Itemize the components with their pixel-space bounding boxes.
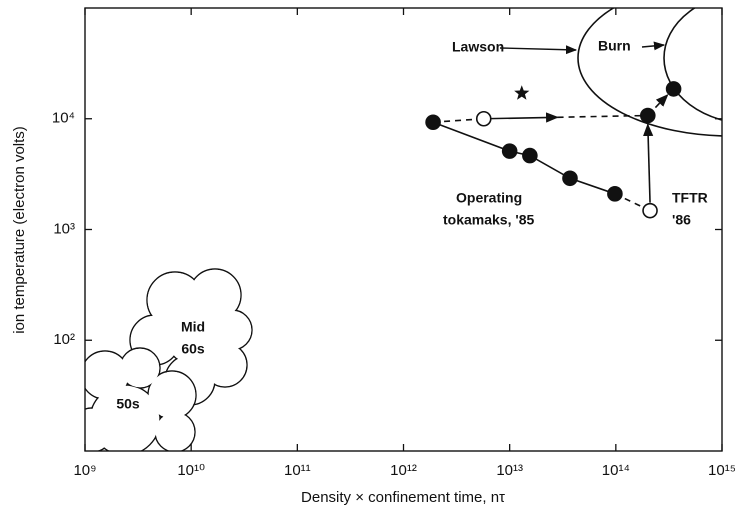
x-tick-label: 10¹¹	[284, 462, 311, 479]
x-tick-label: 10¹⁵	[708, 462, 736, 479]
annotation: 50s	[116, 396, 140, 412]
annotation: tokamaks, '85	[443, 212, 534, 228]
annotation: TFTR	[672, 190, 708, 206]
x-tick-label: 10⁹	[73, 462, 96, 479]
burn-curve	[663, 8, 722, 121]
y-tick-label: 10⁴	[52, 110, 75, 127]
annotation: Operating	[456, 190, 522, 206]
open-point	[642, 202, 658, 219]
x-tick-label: 10¹²	[390, 462, 417, 479]
x-tick-label: 10¹⁰	[177, 462, 205, 479]
lawson-curve	[577, 8, 722, 137]
regions	[85, 8, 722, 451]
x-tick-label: 10¹⁴	[602, 462, 630, 479]
annotation: '86	[672, 212, 691, 228]
y-tick-label: 10²	[53, 331, 75, 348]
point	[501, 143, 518, 159]
point	[607, 186, 623, 202]
connector	[433, 117, 484, 124]
annotation: Lawson	[452, 39, 504, 55]
annotation: Burn	[598, 38, 631, 54]
burn-arrow	[641, 41, 666, 51]
lawson-arrow	[499, 45, 578, 55]
x-tick-label: 10¹³	[496, 462, 523, 479]
point	[639, 107, 656, 124]
annotation: Mid	[181, 319, 205, 335]
connector	[557, 114, 648, 119]
point	[425, 114, 441, 131]
annotation: 60s	[181, 341, 205, 357]
x-axis-label: Density × confinement time, nτ	[301, 489, 505, 506]
connector	[483, 112, 559, 123]
open-point	[475, 110, 492, 127]
y-axis-label: ion temperature (electron volts)	[11, 126, 28, 334]
connector	[643, 123, 654, 203]
star-marker	[514, 85, 530, 100]
cloud-50s	[85, 347, 197, 451]
point	[562, 170, 578, 187]
y-tick-label: 10³	[53, 220, 75, 237]
point	[665, 81, 682, 97]
point	[522, 147, 538, 164]
